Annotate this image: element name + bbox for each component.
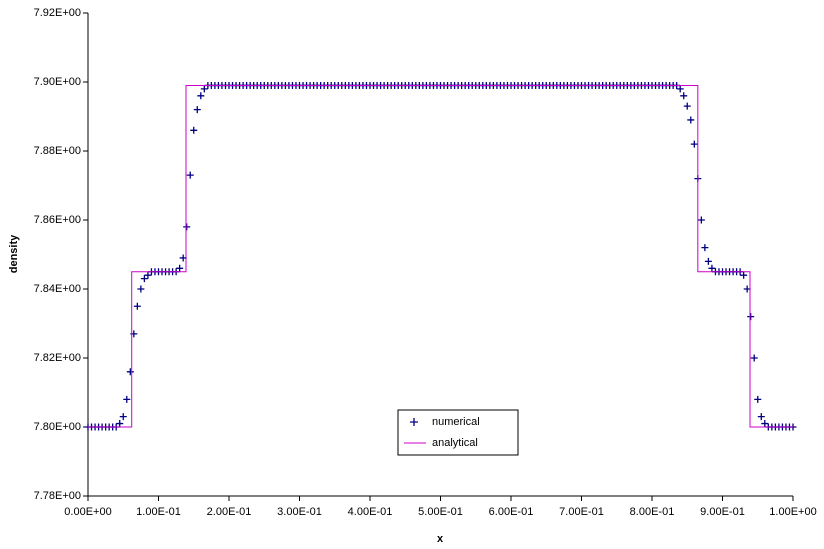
data-point [190,126,198,134]
legend-box [397,409,519,456]
x-tick-label: 1.00E-01 [136,506,181,518]
x-tick-label: 2.00E-01 [207,506,252,518]
data-point [750,354,758,362]
data-point [676,85,684,93]
data-point [740,271,748,279]
x-tick-label: 4.00E-01 [348,506,393,518]
data-point [200,85,208,93]
x-tick-label: 9.00E-01 [700,506,745,518]
data-point [747,313,755,321]
y-tick-label: 7.86E+00 [34,214,81,226]
y-tick-label: 7.84E+00 [34,283,81,295]
data-point [761,420,769,428]
x-axis-title: x [437,533,444,545]
y-tick-label: 7.88E+00 [34,145,81,157]
data-point [683,102,691,110]
legend-marker [410,418,418,426]
data-point [701,244,709,252]
data-point [183,223,191,231]
y-tick-label: 7.90E+00 [34,76,81,88]
data-point [687,116,695,124]
x-tick-label: 5.00E-01 [418,506,463,518]
data-point [708,264,716,272]
x-tick-label: 3.00E-01 [277,506,322,518]
data-point [757,413,765,421]
data-point [680,92,688,100]
data-point [137,285,145,293]
x-tick-label: 6.00E-01 [489,506,534,518]
data-point [197,92,205,100]
data-point [126,368,134,376]
legend-label: analytical [432,437,478,449]
data-point [704,257,712,265]
y-tick-label: 7.80E+00 [34,421,81,433]
data-point [186,171,194,179]
x-tick-label: 0.00E+00 [64,506,111,518]
data-point [133,302,141,310]
data-point [176,264,184,272]
data-point [140,275,148,283]
data-point [690,140,698,148]
data-point [697,216,705,224]
y-axis-title: density [8,234,20,273]
y-tick-label: 7.82E+00 [34,352,81,364]
data-line [88,84,793,428]
legend-label: numerical [432,416,480,428]
y-tick-label: 7.92E+00 [34,7,81,19]
data-point [754,395,762,403]
x-tick-label: 7.00E-01 [559,506,604,518]
data-point [119,413,127,421]
data-point [193,106,201,114]
x-tick-label: 8.00E-01 [630,506,675,518]
y-tick-label: 7.78E+00 [34,490,81,502]
x-tick-label: 1.00E+00 [769,506,816,518]
data-point [116,420,124,428]
data-point [144,271,152,279]
data-point [123,395,131,403]
